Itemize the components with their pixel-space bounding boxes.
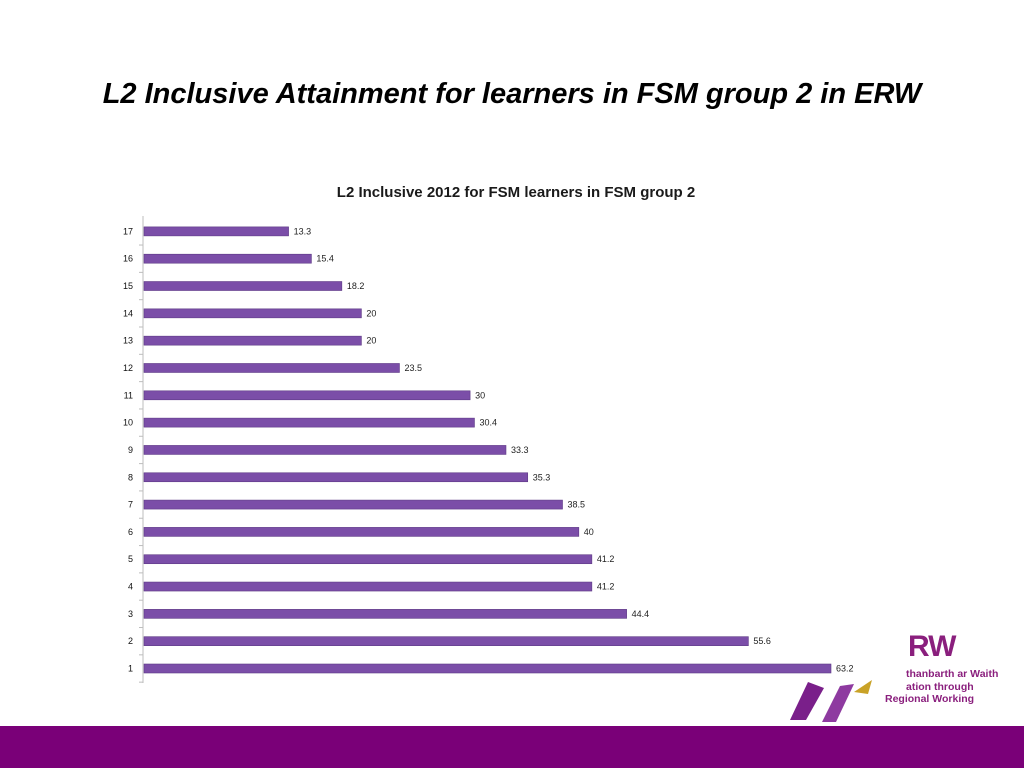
bar-10	[143, 417, 475, 428]
logo-shape-gold	[854, 680, 872, 694]
data-label: 41.2	[597, 554, 615, 564]
y-tick-label: 13	[123, 336, 133, 346]
bar-6	[143, 527, 580, 537]
data-label: 35.3	[533, 472, 551, 482]
y-tick-label: 3	[128, 609, 133, 619]
y-tick-label: 14	[123, 308, 133, 318]
slide-title: L2 Inclusive Attainment for learners in …	[102, 78, 922, 110]
bar-1	[143, 663, 832, 674]
bar-2	[143, 636, 749, 646]
data-label: 55.6	[753, 636, 771, 646]
logo-mark: RW	[908, 630, 956, 663]
bars-group: 1 63.2 2 55.6 3 44.4 4 41.2 5 41.2 6 40 7 38.5 8 35.3 9 3…	[123, 226, 854, 683]
y-tick-label: 15	[123, 281, 133, 291]
data-label: 38.5	[568, 500, 586, 510]
y-tick-label: 17	[123, 226, 133, 236]
chart-title: L2 Inclusive 2012 for FSM learners in FS…	[337, 184, 695, 201]
bar-12	[143, 363, 400, 373]
y-tick-label: 16	[123, 254, 133, 264]
bar-16	[143, 253, 312, 264]
y-tick-label: 11	[124, 390, 133, 400]
bar-15	[143, 281, 343, 291]
bar-chart: L2 Inclusive 2012 for FSM learners in FS…	[123, 184, 854, 683]
data-label: 44.4	[632, 609, 650, 619]
y-tick-label: 1	[128, 664, 133, 674]
y-tick-label: 5	[128, 554, 133, 564]
bar-9	[143, 445, 507, 455]
data-label: 18.2	[347, 281, 365, 291]
bar-13	[143, 335, 362, 346]
data-label: 13.3	[294, 226, 312, 236]
logo-shape-purple-1	[790, 682, 824, 720]
y-tick-label: 9	[128, 445, 133, 455]
y-tick-label: 8	[128, 472, 133, 482]
footer-band	[0, 726, 1024, 768]
bar-11	[143, 390, 471, 401]
y-tick-label: 10	[123, 418, 133, 428]
y-tick-label: 6	[128, 527, 133, 537]
logo-shape-purple-2	[822, 684, 854, 722]
y-tick-label: 4	[128, 582, 133, 592]
data-label: 20	[366, 336, 376, 346]
bar-17	[143, 226, 289, 237]
logo-text-line-1: thanbarth ar Waith	[906, 668, 999, 680]
data-label: 23.5	[404, 363, 422, 373]
data-label: 15.4	[316, 254, 334, 264]
data-label: 33.3	[511, 445, 529, 455]
data-label: 40	[584, 527, 594, 537]
logo-text-line-3: Regional Working	[885, 693, 975, 705]
data-label: 41.2	[597, 582, 615, 592]
data-label: 20	[366, 308, 376, 318]
data-label: 30.4	[479, 418, 497, 428]
bar-8	[143, 472, 529, 483]
bar-3	[143, 609, 627, 619]
data-label: 63.2	[836, 664, 854, 674]
bar-4	[143, 581, 593, 592]
bar-7	[143, 499, 563, 510]
logo-graphic	[780, 660, 880, 727]
y-tick-label: 12	[123, 363, 133, 373]
y-tick-label: 7	[128, 500, 133, 510]
y-tick-label: 2	[128, 636, 133, 646]
logo-text-line-2: ation through	[906, 681, 974, 693]
bar-5	[143, 554, 593, 565]
bar-14	[143, 308, 362, 319]
data-label: 30	[475, 390, 485, 400]
